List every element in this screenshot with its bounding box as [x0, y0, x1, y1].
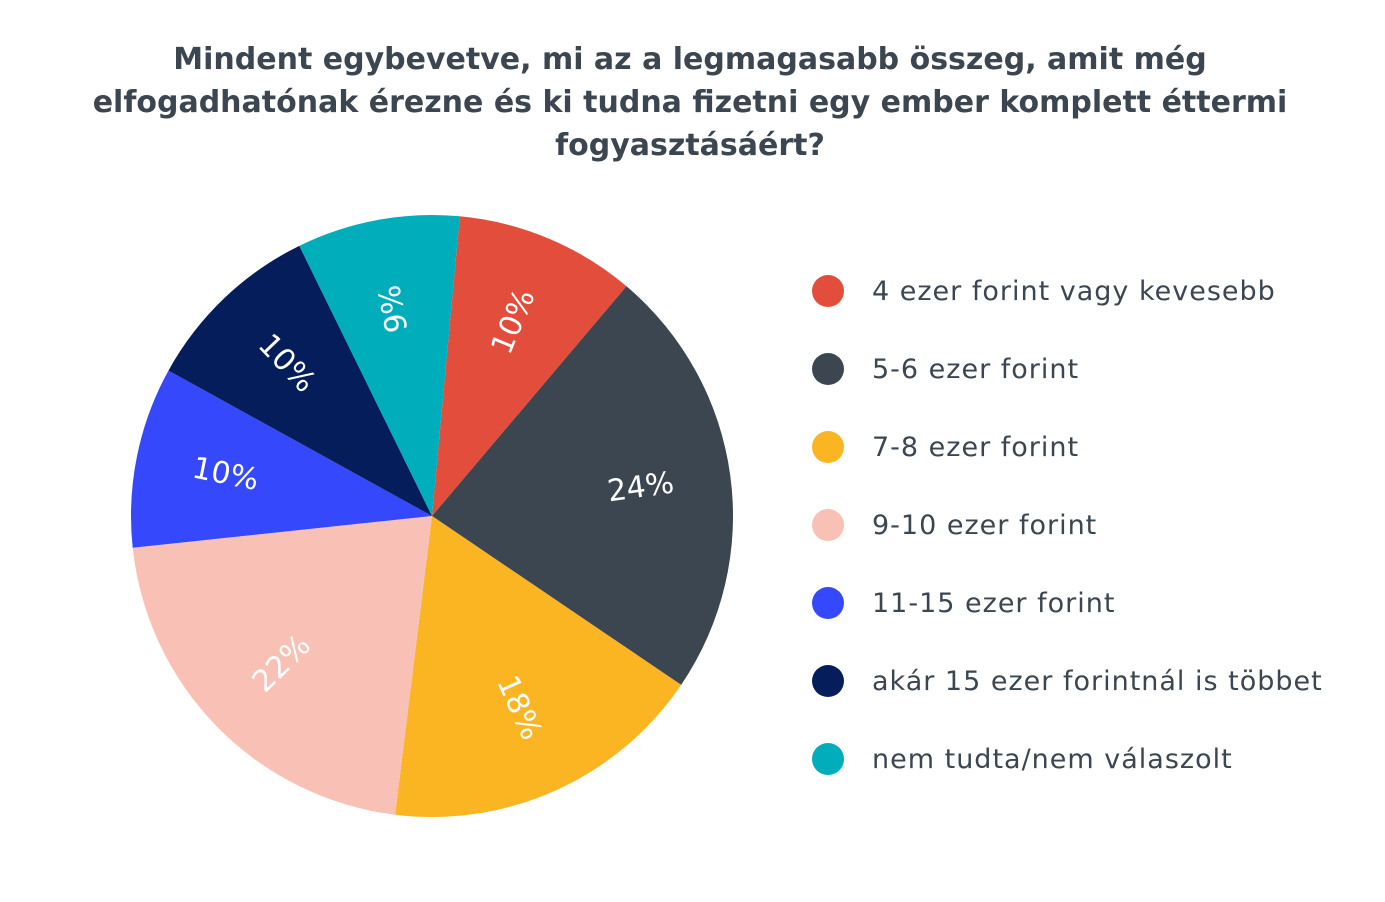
chart-title: Mindent egybevetve, mi az a legmagasabb … [92, 42, 1288, 163]
legend-swatch [812, 587, 844, 619]
legend-item: 4 ezer forint vagy kevesebb [812, 252, 1323, 330]
pie-slice [432, 286, 734, 685]
pie-slice [132, 516, 433, 815]
legend-swatch [812, 743, 844, 775]
legend-label: 4 ezer forint vagy kevesebb [872, 275, 1276, 307]
pie-slice [299, 214, 460, 516]
pie-slice [131, 370, 432, 548]
pie-slice [395, 516, 682, 817]
legend-swatch [812, 509, 844, 541]
legend-swatch [812, 275, 844, 307]
pie-slice [432, 216, 627, 516]
legend-label: 5-6 ezer forint [872, 353, 1080, 385]
legend-swatch [812, 431, 844, 463]
legend-label: 9-10 ezer forint [872, 509, 1098, 541]
legend-item: nem tudta/nem válaszolt [812, 720, 1323, 798]
legend-label: akár 15 ezer forintnál is többet [872, 665, 1323, 697]
legend-swatch [812, 353, 844, 385]
legend-label: nem tudta/nem válaszolt [872, 743, 1233, 775]
legend-item: 9-10 ezer forint [812, 486, 1323, 564]
legend-swatch [812, 665, 844, 697]
legend-label: 11-15 ezer forint [872, 587, 1116, 619]
legend-label: 7-8 ezer forint [872, 431, 1080, 463]
legend-item: 7-8 ezer forint [812, 408, 1323, 486]
legend: 4 ezer forint vagy kevesebb 5-6 ezer fori… [812, 252, 1323, 798]
legend-item: akár 15 ezer forintnál is többet [812, 642, 1323, 720]
slice-label: 9% [372, 282, 415, 335]
legend-item: 5-6 ezer forint [812, 330, 1323, 408]
legend-item: 11-15 ezer forint [812, 564, 1323, 642]
pie-slice [168, 245, 432, 516]
